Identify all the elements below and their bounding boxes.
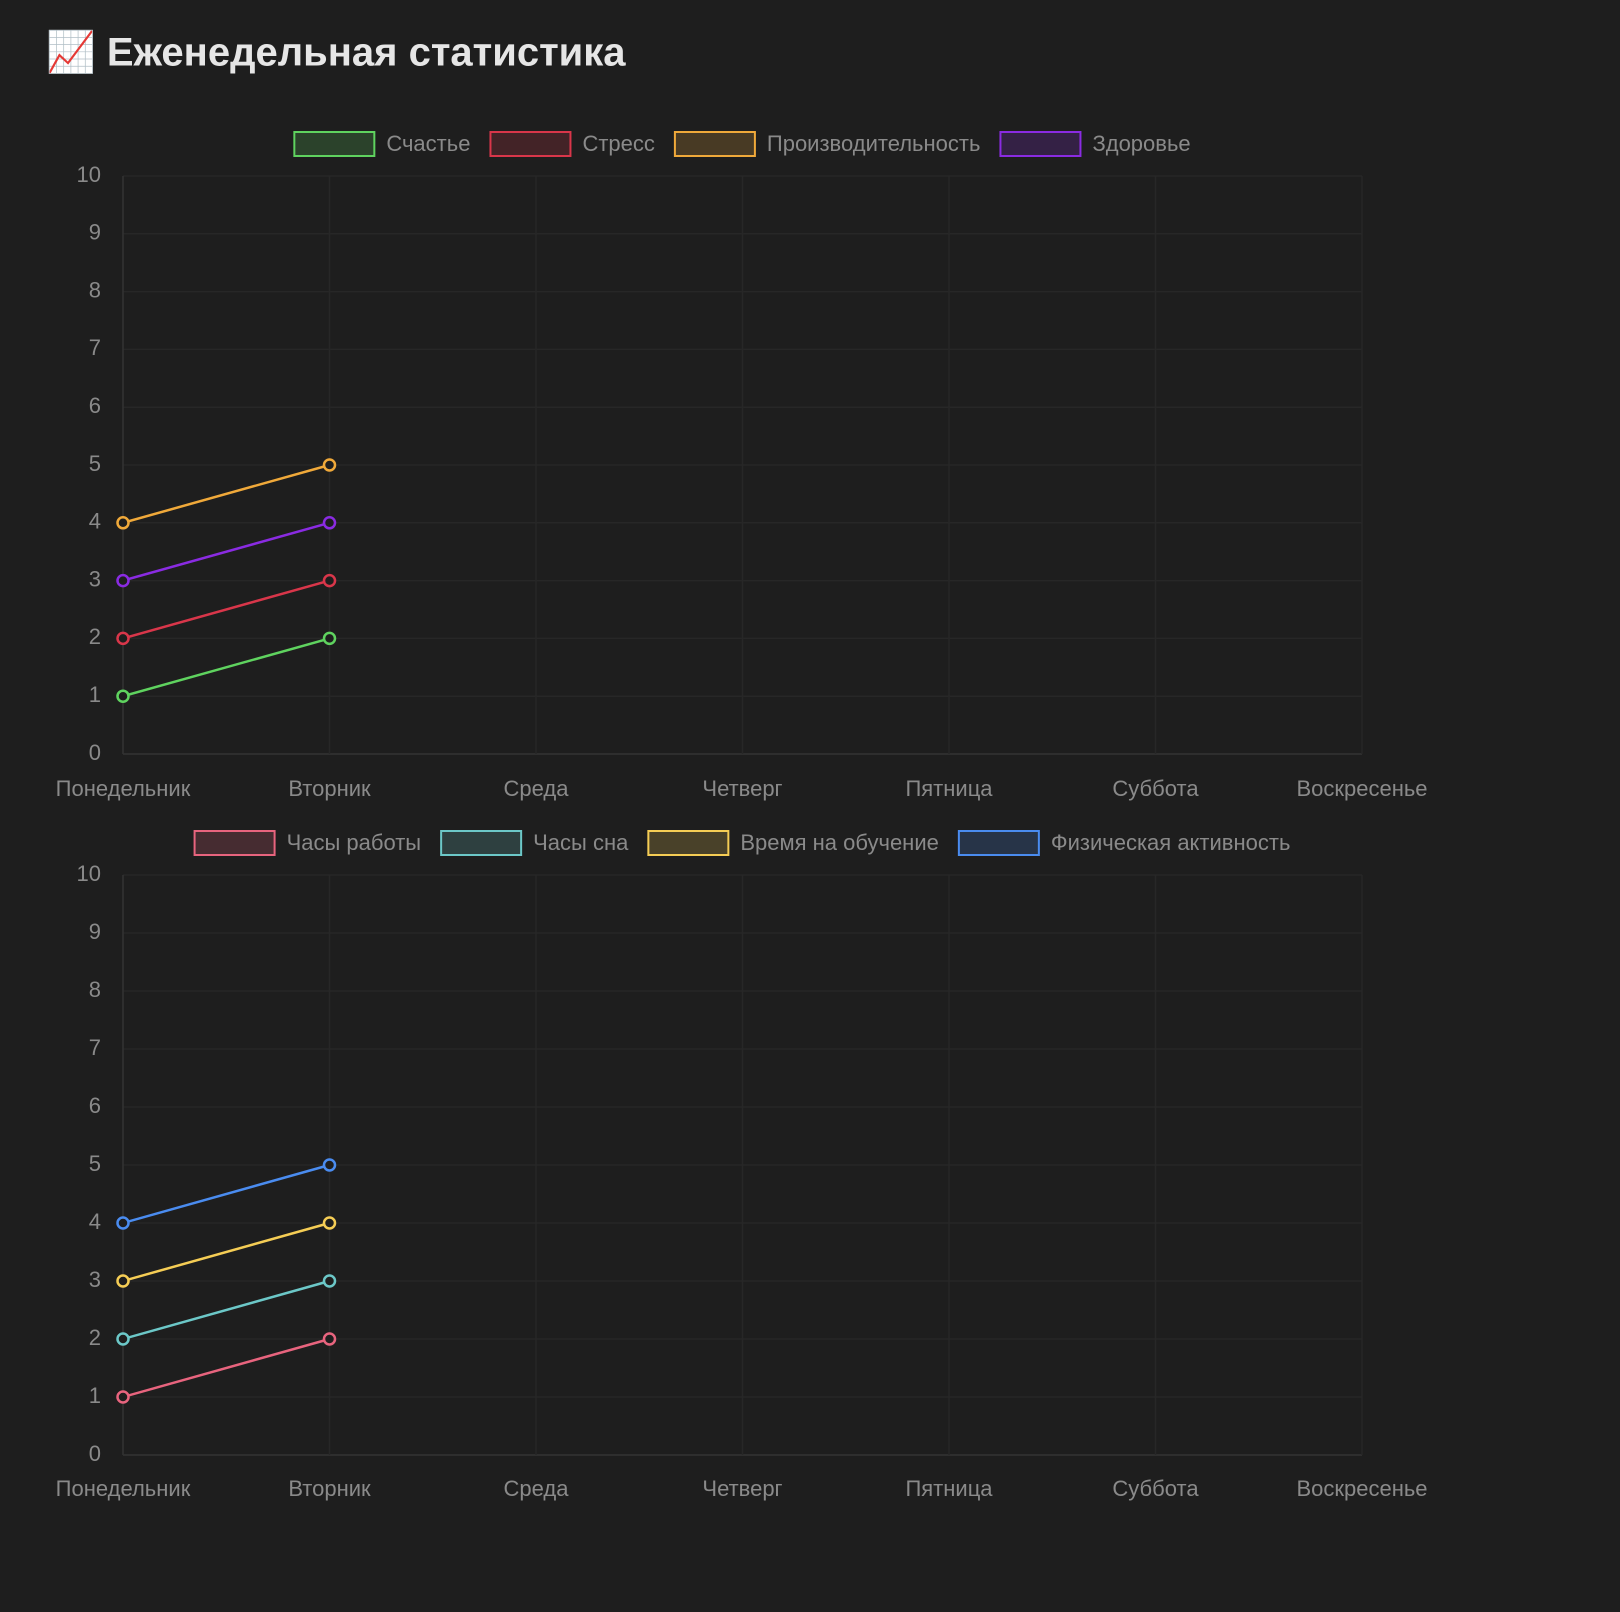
series-line xyxy=(122,463,330,525)
legend-label: Часы сна xyxy=(533,830,629,855)
y-tick-label: 4 xyxy=(89,1209,101,1234)
data-point xyxy=(322,1332,337,1346)
y-tick-label: 0 xyxy=(89,740,101,765)
data-point xyxy=(116,1332,130,1346)
y-tick-label: 6 xyxy=(89,393,101,418)
data-point xyxy=(322,458,337,472)
legend-swatch xyxy=(193,830,276,856)
data-point xyxy=(116,631,130,646)
y-tick-label: 9 xyxy=(89,220,101,245)
data-point xyxy=(116,1390,130,1404)
y-tick-label: 0 xyxy=(89,1441,101,1466)
y-tick-label: 10 xyxy=(77,162,101,187)
legend-swatch xyxy=(440,830,523,856)
x-tick-label: Вторник xyxy=(288,776,371,801)
x-tick-label: Понедельник xyxy=(56,1476,191,1501)
data-point xyxy=(322,573,337,588)
y-tick-label: 8 xyxy=(89,277,101,302)
legend-label: Производительность xyxy=(767,131,981,156)
y-tick-label: 1 xyxy=(89,682,101,707)
series-line xyxy=(122,637,330,698)
data-point xyxy=(116,1274,130,1288)
series-line xyxy=(122,1163,330,1225)
data-point xyxy=(116,1216,130,1230)
x-tick-label: Воскресенье xyxy=(1296,776,1427,801)
legend-swatch xyxy=(999,131,1082,157)
series-line xyxy=(122,521,330,582)
y-tick-label: 5 xyxy=(89,1151,101,1176)
series-line xyxy=(122,1221,330,1283)
data-point xyxy=(116,689,130,703)
x-tick-label: Понедельник xyxy=(56,776,191,801)
data-point xyxy=(322,631,337,646)
data-point xyxy=(116,516,130,530)
y-tick-label: 6 xyxy=(89,1093,101,1118)
page-title: 📈 Еженедельная статистика xyxy=(46,29,626,75)
data-point xyxy=(322,1216,337,1230)
y-tick-label: 4 xyxy=(89,509,101,534)
y-tick-label: 7 xyxy=(89,335,101,360)
legend-label: Здоровье xyxy=(1092,131,1190,156)
x-tick-label: Вторник xyxy=(288,1476,371,1501)
legend-label: Счастье xyxy=(386,131,470,156)
series-line xyxy=(122,1279,330,1341)
y-tick-label: 2 xyxy=(89,1325,101,1350)
x-tick-label: Пятница xyxy=(905,1476,993,1501)
legend-swatch xyxy=(957,830,1040,856)
y-tick-label: 10 xyxy=(77,861,101,886)
legend-label: Время на обучение xyxy=(740,830,939,855)
legend-swatch xyxy=(647,830,730,856)
x-tick-label: Воскресенье xyxy=(1296,1476,1427,1501)
x-tick-label: Среда xyxy=(504,1476,570,1501)
legend-label: Стресс xyxy=(582,131,654,156)
x-tick-label: Суббота xyxy=(1112,776,1199,801)
series-line xyxy=(122,579,330,640)
x-tick-label: Четверг xyxy=(702,776,782,801)
x-tick-label: Среда xyxy=(504,776,570,801)
y-tick-label: 5 xyxy=(89,451,101,476)
x-tick-label: Суббота xyxy=(1112,1476,1199,1501)
y-tick-label: 3 xyxy=(89,1267,101,1292)
y-tick-label: 1 xyxy=(89,1383,101,1408)
legend-label: Часы работы xyxy=(287,830,422,855)
legend-swatch xyxy=(673,131,756,157)
legend-swatch xyxy=(489,131,572,157)
y-tick-label: 2 xyxy=(89,624,101,649)
y-tick-label: 7 xyxy=(89,1035,101,1060)
series-line xyxy=(122,1337,330,1399)
data-point xyxy=(322,516,337,530)
legend-label: Физическая активность xyxy=(1051,830,1291,855)
x-tick-label: Четверг xyxy=(702,1476,782,1501)
data-point xyxy=(322,1274,337,1288)
y-tick-label: 9 xyxy=(89,919,101,944)
y-tick-label: 3 xyxy=(89,566,101,591)
data-point xyxy=(322,1158,337,1172)
x-tick-label: Пятница xyxy=(905,776,993,801)
data-point xyxy=(116,573,130,588)
legend-swatch xyxy=(293,131,376,157)
y-tick-label: 8 xyxy=(89,977,101,1002)
